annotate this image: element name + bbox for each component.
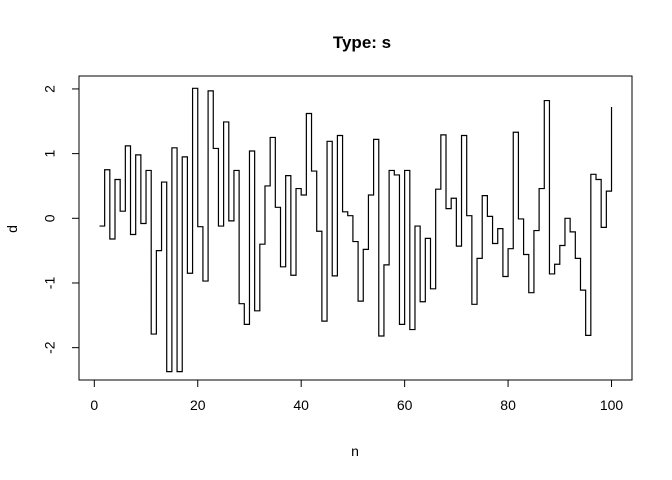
x-axis: 0 20 40 60 80 100 <box>90 379 624 413</box>
y-axis-label: d <box>4 225 20 233</box>
x-tick-label: 20 <box>190 397 206 413</box>
x-tick-label: 0 <box>90 397 98 413</box>
y-tick-label: -2 <box>42 341 58 354</box>
x-tick-label: 60 <box>397 397 413 413</box>
y-tick-label: 1 <box>42 150 58 158</box>
x-tick-label: 80 <box>500 397 516 413</box>
x-axis-label: n <box>351 443 359 459</box>
y-tick-label: 0 <box>42 214 58 222</box>
x-tick-label: 40 <box>293 397 309 413</box>
x-tick-label: 100 <box>600 397 624 413</box>
series-step-line <box>99 87 613 373</box>
y-axis: -2 -1 0 1 2 <box>42 85 80 354</box>
y-tick-label: 2 <box>42 85 58 93</box>
y-tick-label: -1 <box>42 277 58 290</box>
series-points <box>99 88 611 371</box>
chart-title: Type: s <box>333 33 391 52</box>
